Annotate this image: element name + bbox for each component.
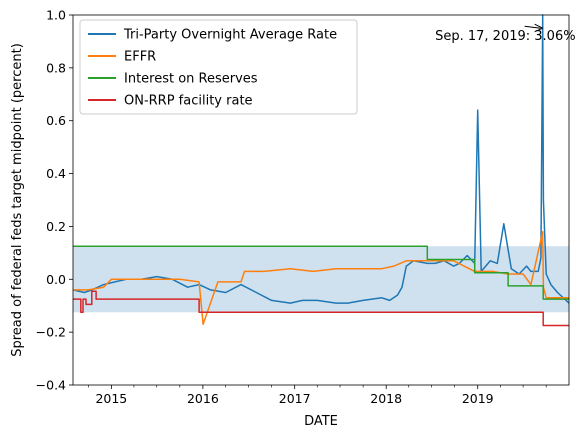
x-tick-label: 2017 [279, 391, 311, 406]
y-tick-label: −0.2 [36, 325, 66, 340]
y-tick-label: 1.0 [46, 8, 66, 23]
legend-label: Tri-Party Overnight Average Rate [123, 28, 337, 43]
legend-box [79, 19, 358, 115]
y-tick-label: 0.8 [46, 60, 66, 75]
x-axis-label: DATE [304, 414, 338, 429]
y-axis-label: Spread of federal feds target midpoint (… [10, 43, 25, 357]
series-line-3 [73, 290, 569, 327]
legend-label: EFFR [124, 50, 156, 65]
annotation-layer: Sep. 17, 2019: 3.06% [435, 23, 576, 44]
x-tick-label: 2019 [462, 391, 494, 406]
annotation-text: Sep. 17, 2019: 3.06% [435, 29, 575, 44]
legend-label: Interest on Reserves [124, 72, 258, 87]
legend-label: ON-RRP facility rate [124, 94, 253, 109]
annotation-arrow-line [524, 25, 541, 29]
plot-area-frame [72, 14, 570, 386]
y-tick-label: −0.4 [36, 378, 66, 393]
y-tick-label: 0.2 [46, 219, 66, 234]
x-tick-label: 2015 [95, 391, 127, 406]
x-tick-label: 2016 [187, 391, 219, 406]
series-line-2 [73, 245, 569, 300]
series-line-1 [73, 230, 569, 325]
series-layer [72, 14, 570, 327]
y-tick-label: 0.4 [46, 166, 66, 181]
y-tick-label: 0.6 [46, 113, 66, 128]
y-tick-label: 0.0 [46, 272, 66, 287]
x-tick-label: 2018 [370, 391, 402, 406]
legend: Tri-Party Overnight Average Rate EFFR Inte… [79, 19, 358, 115]
ticks-layer: −0.4 −0.2 0.0 0.2 0.4 0.6 0.8 1.0 2015 2016 2017 20… [36, 8, 547, 406]
annotation-arrow-head [534, 23, 543, 33]
series-line-0 [72, 14, 570, 304]
